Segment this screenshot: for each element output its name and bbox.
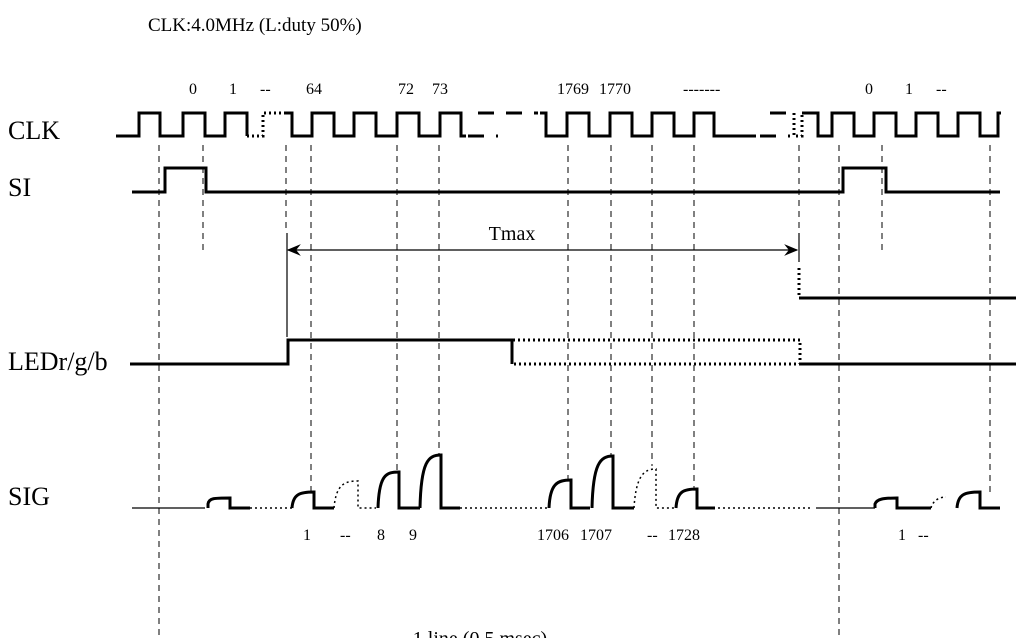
pixel-label-next-1: 1 bbox=[898, 527, 906, 544]
sig-pulse-8 bbox=[376, 470, 420, 510]
si-waveform bbox=[132, 166, 1000, 194]
sig-pulse-1707 bbox=[590, 454, 634, 510]
pixel-label-1: 1 bbox=[303, 527, 311, 544]
pixel-label-1707: 1707 bbox=[580, 527, 612, 544]
signal-label-led: LEDr/g/b bbox=[8, 347, 108, 376]
clock-label-ellipsis: -- bbox=[260, 81, 271, 98]
clock-label-0: 0 bbox=[189, 81, 197, 98]
sig-pulse-1 bbox=[290, 490, 334, 510]
clock-label-dashes: ------- bbox=[683, 81, 720, 98]
led-wave-solid bbox=[130, 338, 514, 366]
pixel-label-ellipsis-2: -- bbox=[647, 527, 658, 544]
pixel-label-ellipsis: -- bbox=[340, 527, 351, 544]
sig-pulse-1706 bbox=[547, 478, 590, 510]
clock-label-72: 72 bbox=[398, 81, 414, 98]
sig-dotted-d bbox=[633, 468, 676, 509]
signal-label-si: SI bbox=[8, 173, 31, 202]
sig-pulse-next-2 bbox=[955, 490, 1000, 510]
clock-label-next-ellipsis: -- bbox=[936, 81, 947, 98]
line-period-annotation: 1 line (0.5 msec) bbox=[413, 628, 547, 638]
led-wave-dotted bbox=[510, 338, 802, 366]
sig-pulse-next-1 bbox=[873, 496, 931, 510]
clock-label-64: 64 bbox=[306, 81, 322, 98]
tmax-label: Tmax bbox=[489, 223, 536, 245]
sig-dotted-b bbox=[333, 480, 376, 509]
pixel-count-labels: 1 -- 8 9 1706 1707 -- 1728 1 -- bbox=[303, 527, 929, 544]
clk-wave-4 bbox=[802, 111, 1001, 138]
sig-pulse-a bbox=[206, 496, 250, 510]
clk-wave-1-dotted bbox=[247, 111, 285, 138]
clk-wave-3 bbox=[540, 111, 756, 138]
clk-waveform bbox=[116, 111, 1001, 138]
clk-wave-1 bbox=[116, 111, 249, 138]
sig-pulse-9 bbox=[418, 453, 460, 510]
pixel-label-1706: 1706 bbox=[537, 527, 569, 544]
signal-label-sig: SIG bbox=[8, 482, 50, 511]
clock-spec-title: CLK:4.0MHz (L:duty 50%) bbox=[148, 15, 362, 36]
clock-label-next-0: 0 bbox=[865, 81, 873, 98]
pixel-label-8: 8 bbox=[377, 527, 385, 544]
clk-wave-2 bbox=[285, 111, 466, 138]
pixel-label-next-ellipsis: -- bbox=[918, 527, 929, 544]
clock-count-labels: 0 1 -- 64 72 73 1769 1770 ------- 0 1 -- bbox=[189, 81, 947, 98]
signal-label-clk: CLK bbox=[8, 116, 60, 145]
line-period-label: 1 line (0.5 msec) bbox=[413, 628, 547, 638]
tmax-annotation: Tmax bbox=[286, 223, 799, 256]
led-waveform bbox=[130, 338, 1016, 366]
clock-label-1769: 1769 bbox=[557, 81, 589, 98]
pixel-label-9: 9 bbox=[409, 527, 417, 544]
sig-pulse-1728 bbox=[674, 487, 715, 510]
sig-waveform bbox=[132, 453, 1000, 510]
clock-label-1770: 1770 bbox=[599, 81, 631, 98]
timing-guide-lines bbox=[158, 145, 991, 638]
clock-label-next-1: 1 bbox=[905, 81, 913, 98]
clock-label-1: 1 bbox=[229, 81, 237, 98]
clock-label-73: 73 bbox=[432, 81, 448, 98]
pixel-label-1728: 1728 bbox=[668, 527, 700, 544]
sig-dotted-f bbox=[930, 496, 947, 509]
clk-wave-4-dotted bbox=[792, 113, 804, 138]
